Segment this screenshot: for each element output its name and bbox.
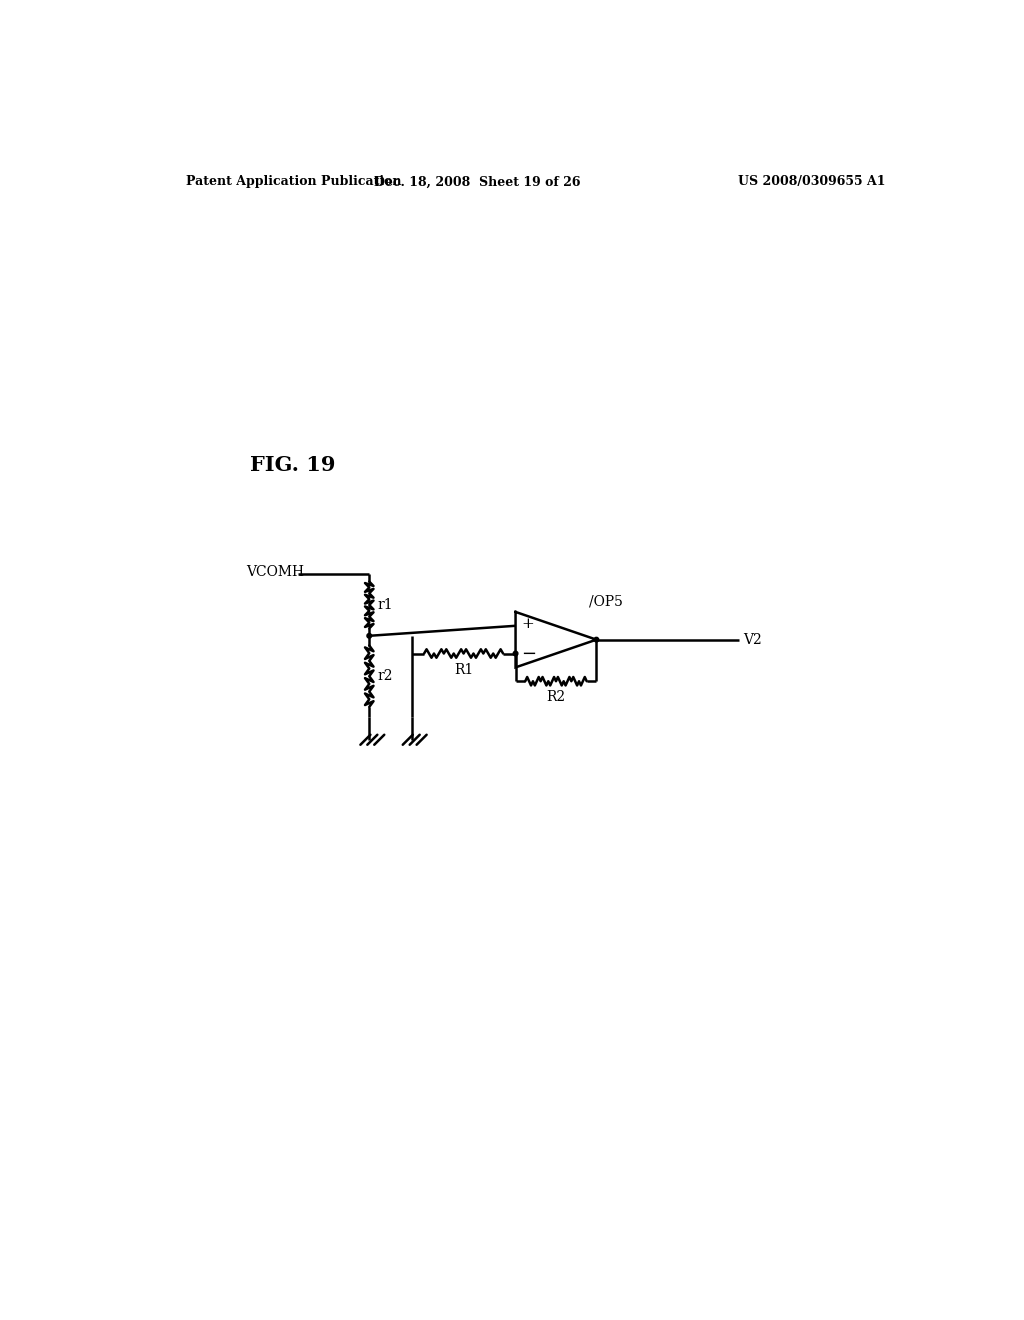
Text: FIG. 19: FIG. 19 bbox=[250, 455, 336, 475]
Text: /OP5: /OP5 bbox=[589, 595, 623, 609]
Text: −: − bbox=[521, 645, 537, 663]
Text: r2: r2 bbox=[377, 669, 392, 684]
Text: VCOMH: VCOMH bbox=[246, 565, 304, 579]
Circle shape bbox=[513, 651, 518, 656]
Text: V2: V2 bbox=[743, 632, 762, 647]
Circle shape bbox=[594, 638, 599, 642]
Text: +: + bbox=[521, 618, 534, 631]
Circle shape bbox=[367, 634, 372, 638]
Text: R2: R2 bbox=[547, 690, 565, 705]
Text: r1: r1 bbox=[377, 598, 392, 612]
Text: US 2008/0309655 A1: US 2008/0309655 A1 bbox=[737, 176, 885, 189]
Text: Patent Application Publication: Patent Application Publication bbox=[186, 176, 401, 189]
Text: Dec. 18, 2008  Sheet 19 of 26: Dec. 18, 2008 Sheet 19 of 26 bbox=[374, 176, 581, 189]
Text: R1: R1 bbox=[454, 663, 473, 677]
